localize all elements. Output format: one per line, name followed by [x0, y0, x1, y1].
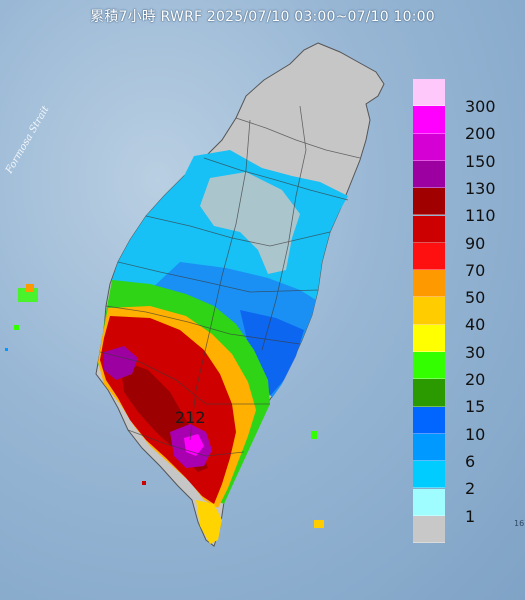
legend-label: 50 — [465, 288, 486, 308]
legend-swatch — [413, 488, 445, 516]
legend-label: 130 — [465, 178, 496, 198]
legend-swatch — [413, 215, 445, 243]
legend-swatch — [413, 433, 445, 462]
legend-label: 150 — [465, 151, 496, 171]
legend-label: 15 — [465, 397, 486, 417]
county-boundaries — [99, 105, 361, 457]
legend-swatch — [413, 79, 445, 107]
legend-swatch — [413, 406, 445, 434]
legend-swatch — [413, 324, 445, 352]
legend-swatch — [413, 242, 445, 271]
legend-swatch — [413, 352, 445, 380]
legend-label: 6 — [465, 451, 476, 471]
legend-label: 20 — [465, 370, 486, 389]
legend-label: 70 — [465, 260, 486, 280]
legend-swatch — [413, 133, 445, 161]
legend-swatch — [413, 188, 445, 216]
legend-label: 110 — [465, 206, 496, 226]
offshore-rain-specks — [5, 284, 324, 528]
legend-label: 90 — [465, 233, 486, 253]
legend-swatch — [413, 270, 445, 298]
legend-swatch — [413, 160, 445, 189]
edge-label: 16 — [514, 519, 525, 528]
map-title: 累積7小時 RWRF 2025/07/10 03:00~07/10 10:00 — [90, 9, 435, 25]
legend-label: 40 — [465, 315, 486, 335]
legend-swatch — [413, 297, 445, 325]
legend-label: 10 — [465, 424, 486, 444]
legend-label: 1 — [465, 506, 476, 526]
legend-label: 300 — [465, 97, 496, 116]
legend-swatch — [413, 461, 445, 489]
legend-label: 200 — [465, 124, 496, 144]
legend-label: 30 — [465, 342, 486, 362]
peak-rainfall-label: 212 — [175, 408, 206, 427]
legend-swatch — [413, 515, 445, 544]
legend-swatch — [413, 106, 445, 134]
rain-zone-gray-patch — [200, 172, 300, 274]
legend-swatch — [413, 379, 445, 407]
rain-zone-south-tip — [196, 500, 222, 544]
rain-zone-purple-west — [104, 346, 138, 380]
rain-zone-darkblue — [240, 310, 304, 396]
legend-label: 2 — [465, 479, 476, 499]
